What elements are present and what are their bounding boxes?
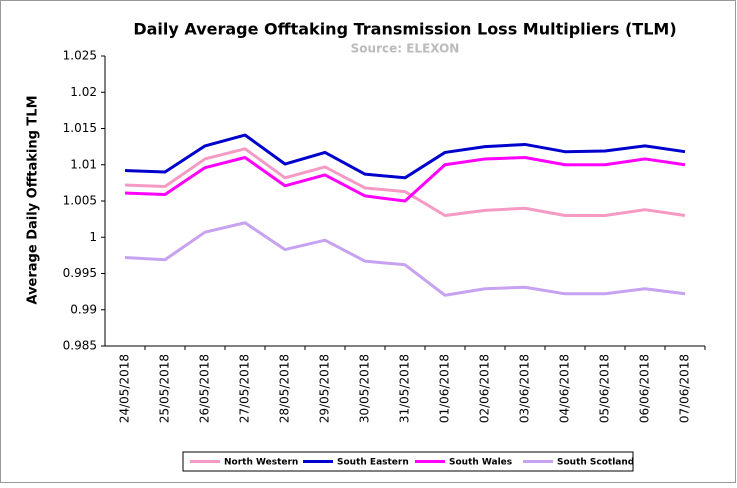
y-tick-label: 1.01 xyxy=(70,157,97,171)
legend-label: South Eastern xyxy=(337,458,409,468)
x-tick-label: 06/06/2018 xyxy=(638,354,652,423)
x-tick-label: 26/05/2018 xyxy=(198,354,212,423)
legend-box xyxy=(182,451,634,472)
y-tick-label: 1.015 xyxy=(63,121,97,135)
x-tick-label: 30/05/2018 xyxy=(358,354,372,423)
legend-label: South Scotland xyxy=(557,458,634,468)
x-tick-label: 05/06/2018 xyxy=(598,354,612,423)
series-line xyxy=(124,133,686,180)
x-tick-label: 24/05/2018 xyxy=(118,354,132,423)
x-tick-label: 01/06/2018 xyxy=(438,354,452,423)
legend-label: North Western xyxy=(224,458,298,468)
x-tick-label: 31/05/2018 xyxy=(398,354,412,423)
y-axis-title: Average Daily Offtaking TLM xyxy=(26,95,41,304)
x-tick-label: 03/06/2018 xyxy=(518,354,532,423)
chart-title: Daily Average Offtaking Transmission Los… xyxy=(133,20,676,39)
series-line xyxy=(124,147,686,217)
y-tick-label: 1.02 xyxy=(70,85,97,99)
y-tick-label: 0.995 xyxy=(63,266,97,280)
y-tick-label: 1.025 xyxy=(63,49,97,63)
x-tick-label: 27/05/2018 xyxy=(238,354,252,423)
x-tick-label: 25/05/2018 xyxy=(158,354,172,423)
legend-label: South Wales xyxy=(449,458,512,468)
x-tick-label: 07/06/2018 xyxy=(678,354,692,423)
y-tick-label: 0.985 xyxy=(63,339,97,353)
x-tick-label: 29/05/2018 xyxy=(318,354,332,423)
x-tick-label: 04/06/2018 xyxy=(558,354,572,423)
x-tick-label: 28/05/2018 xyxy=(278,354,292,423)
x-tick-label: 02/06/2018 xyxy=(478,354,492,423)
chart-subtitle: Source: ELEXON xyxy=(351,42,460,56)
series-line xyxy=(124,156,686,203)
y-tick-label: 1.005 xyxy=(63,194,97,208)
y-tick-label: 0.99 xyxy=(70,302,97,316)
y-tick-label: 1 xyxy=(89,230,97,244)
series-line xyxy=(124,221,686,297)
